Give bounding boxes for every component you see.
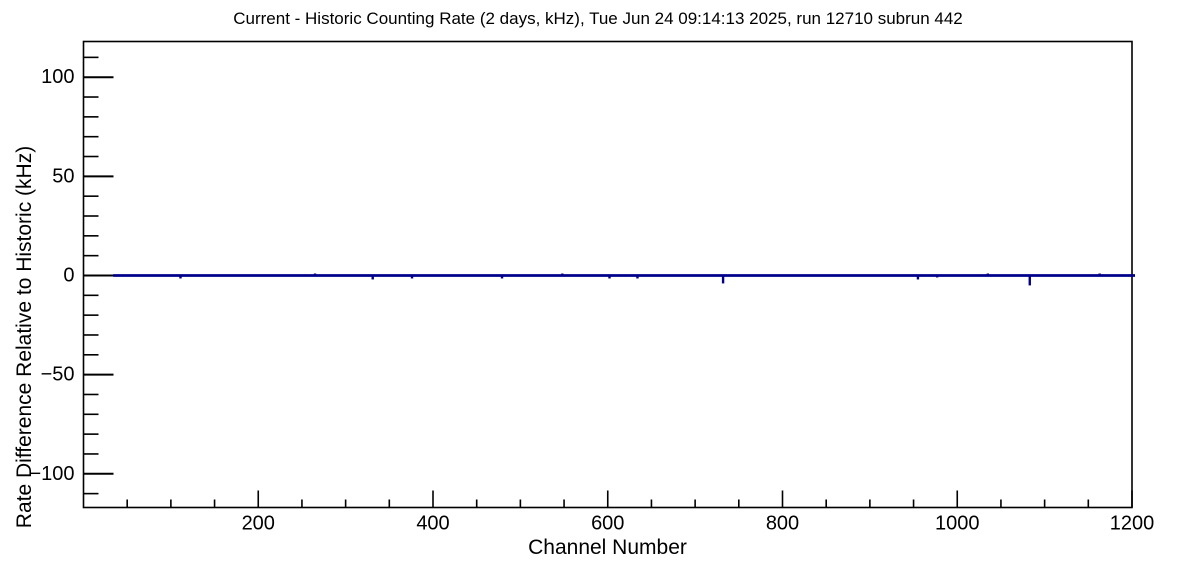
chart-title: Current - Historic Counting Rate (2 days… [233, 9, 963, 28]
x-axis-title: Channel Number [528, 536, 687, 559]
y-tick-label: 0 [63, 264, 74, 286]
x-tick-label: 200 [242, 513, 275, 535]
x-tick-label: 800 [766, 513, 799, 535]
y-tick-label: 100 [41, 66, 74, 88]
x-tick-label: 600 [591, 513, 624, 535]
x-tick-label: 1200 [1110, 513, 1155, 535]
x-tick-label: 400 [416, 513, 449, 535]
y-tick-label: −100 [29, 463, 74, 485]
y-axis-title: Rate Difference Relative to Historic (kH… [13, 145, 36, 529]
y-tick-label: 50 [52, 165, 74, 187]
x-tick-label: 1000 [935, 513, 980, 535]
y-tick-label: −50 [41, 364, 75, 386]
